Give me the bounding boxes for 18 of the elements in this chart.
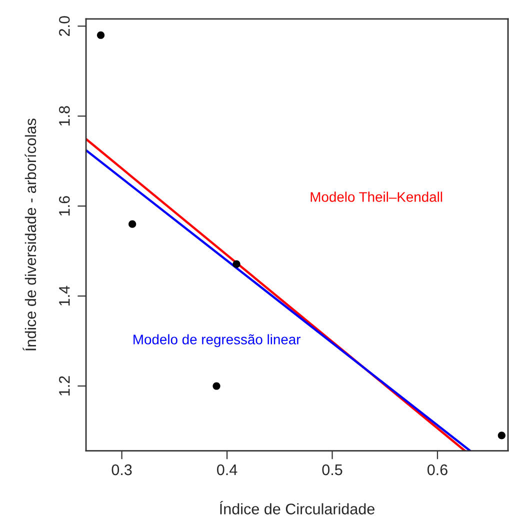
x-tick-label: 0.6 xyxy=(427,464,448,476)
annotation: Modelo de regressão linear xyxy=(134,334,301,348)
y-axis-title: Índice de diversidade - arborícolas xyxy=(22,118,36,351)
point xyxy=(128,220,136,228)
point xyxy=(212,382,220,390)
point xyxy=(96,31,105,39)
y-tick-label: 1.4 xyxy=(59,286,70,306)
x-axis-title: Índice de Circularidade xyxy=(220,501,374,514)
annotation: Modelo Theil–Kendall xyxy=(310,192,442,202)
y-tick-label: 1.6 xyxy=(58,196,70,216)
y-tick-label: 1.8 xyxy=(58,106,70,126)
x-tick-label: 0.3 xyxy=(112,464,132,476)
y-tick-label: 1.2 xyxy=(58,376,70,396)
x-tick-label: 0.4 xyxy=(217,464,238,476)
x-tick-label: 0.5 xyxy=(322,464,342,476)
point xyxy=(232,260,240,268)
y-tick-label: 2.0 xyxy=(58,16,70,36)
point xyxy=(498,432,506,440)
